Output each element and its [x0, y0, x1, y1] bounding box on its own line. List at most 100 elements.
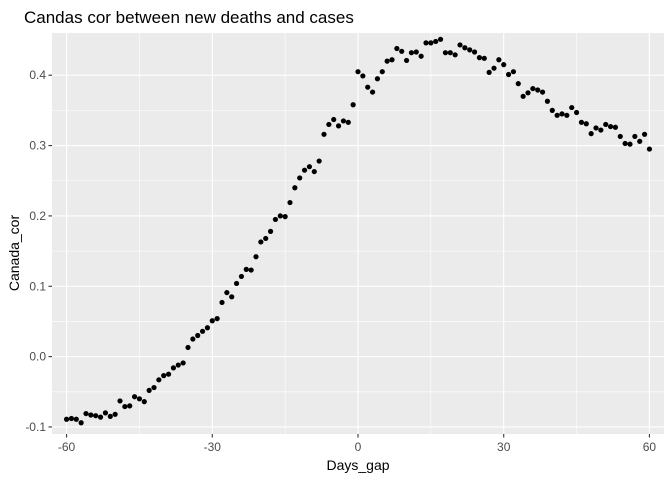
data-point: [199, 328, 206, 334]
x-tick-label: -60: [58, 440, 76, 454]
y-tick-label: 0.4: [29, 68, 46, 82]
data-point: [180, 360, 186, 366]
data-point: [311, 168, 317, 175]
x-tick-label: 0: [355, 440, 362, 454]
data-point: [365, 84, 371, 90]
data-point: [258, 239, 264, 245]
data-point: [190, 336, 196, 342]
data-point: [535, 87, 541, 93]
data-point: [442, 50, 449, 56]
y-axis: -0.1 0.0 0.1 0.2 0.3 0.4: [25, 68, 52, 434]
data-point: [384, 58, 390, 64]
data-point: [117, 398, 123, 404]
major-gridlines: [52, 33, 664, 434]
data-point: [112, 411, 118, 417]
data-point: [170, 365, 177, 371]
data-point: [88, 412, 94, 418]
data-point: [93, 413, 99, 419]
data-point: [63, 416, 70, 422]
x-axis: -60 -30 0 30 60: [58, 434, 657, 454]
data-point: [559, 111, 565, 117]
data-point: [394, 45, 400, 52]
data-point: [583, 121, 589, 127]
y-tick-label: -0.1: [25, 420, 46, 434]
data-point: [641, 131, 648, 137]
x-axis-label: Days_gap: [326, 457, 389, 473]
data-point: [462, 45, 468, 51]
y-tick-label: 0.1: [29, 279, 46, 293]
data-point: [525, 90, 531, 96]
data-point: [515, 81, 521, 87]
data-point: [107, 413, 113, 420]
data-point: [360, 73, 366, 79]
data-point: [253, 254, 259, 260]
data-point: [433, 38, 439, 45]
data-point: [607, 123, 614, 130]
data-point: [248, 267, 254, 273]
y-tick-label: 0.0: [29, 350, 46, 364]
data-point: [476, 55, 483, 61]
data-point: [102, 410, 109, 416]
data-point: [632, 133, 638, 140]
data-point: [617, 133, 623, 140]
data-point: [209, 318, 215, 324]
data-point: [73, 416, 79, 422]
data-point: [165, 371, 172, 377]
data-point: [379, 69, 385, 75]
data-point: [457, 42, 463, 48]
y-axis-label: Canada_cor: [6, 215, 22, 292]
data-point: [97, 414, 104, 420]
data-point: [306, 164, 313, 170]
x-tick-label: -30: [204, 440, 222, 454]
data-point: [297, 175, 303, 181]
data-point: [292, 185, 298, 191]
data-point: [282, 214, 288, 220]
x-tick-label: 60: [643, 440, 657, 454]
data-point: [340, 118, 347, 124]
data-point: [408, 50, 415, 56]
data-point: [350, 102, 356, 108]
data-point: [369, 89, 376, 95]
data-point: [224, 289, 230, 296]
data-point: [243, 266, 249, 272]
chart-title: Candas cor between new deaths and cases: [24, 8, 354, 27]
data-point: [78, 420, 84, 426]
data-point: [156, 377, 162, 383]
data-point: [316, 158, 322, 164]
data-point: [413, 49, 419, 55]
data-point: [389, 57, 395, 63]
data-point: [233, 280, 240, 287]
y-tick-label: 0.3: [29, 139, 46, 153]
data-point: [418, 53, 424, 59]
data-point: [204, 325, 211, 331]
data-point: [598, 127, 604, 133]
data-point: [355, 69, 361, 75]
data-point: [588, 131, 594, 137]
data-point: [229, 294, 235, 300]
data-point: [161, 373, 167, 379]
data-point: [578, 119, 585, 125]
data-point: [447, 50, 453, 56]
data-point: [573, 109, 580, 116]
data-point: [263, 235, 269, 242]
data-point: [136, 396, 143, 402]
data-point: [219, 299, 225, 306]
data-point: [549, 107, 555, 113]
data-point: [131, 394, 138, 400]
data-point: [267, 228, 274, 234]
data-point: [554, 112, 560, 118]
data-point: [287, 199, 293, 206]
data-point: [185, 344, 191, 351]
data-point: [374, 76, 381, 82]
data-point: [467, 47, 473, 53]
data-point: [452, 52, 458, 58]
data-point: [428, 40, 434, 46]
data-point: [399, 48, 405, 54]
data-point: [603, 121, 609, 128]
data-point: [612, 124, 619, 130]
data-point: [345, 119, 351, 125]
data-point: [301, 167, 308, 173]
data-point: [505, 71, 512, 78]
data-point: [423, 40, 429, 46]
